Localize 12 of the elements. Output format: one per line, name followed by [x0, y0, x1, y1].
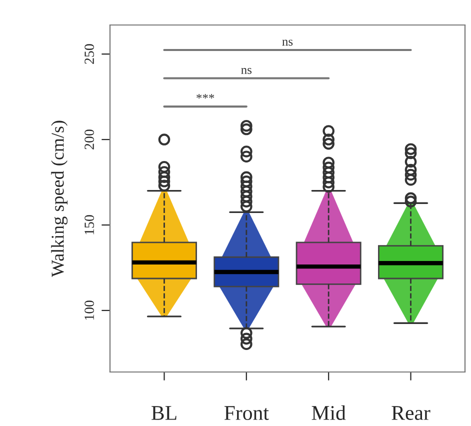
y-tick-label: 150	[84, 215, 94, 234]
x-tick-label: Front	[224, 406, 269, 420]
x-tick-label: Mid	[312, 405, 346, 420]
y-tick-label: 250	[84, 44, 94, 64]
y-tick-label: 100	[84, 300, 94, 320]
y-axis-title: Walking speed (cm/s)	[51, 120, 68, 277]
y-tick-label: 200	[84, 130, 94, 150]
annotation: ***	[196, 94, 214, 99]
x-tick-label: BL	[152, 406, 176, 420]
annotation: ns	[282, 40, 293, 46]
x-tick-label: Rear	[392, 406, 430, 420]
annotation: ns	[241, 68, 252, 74]
